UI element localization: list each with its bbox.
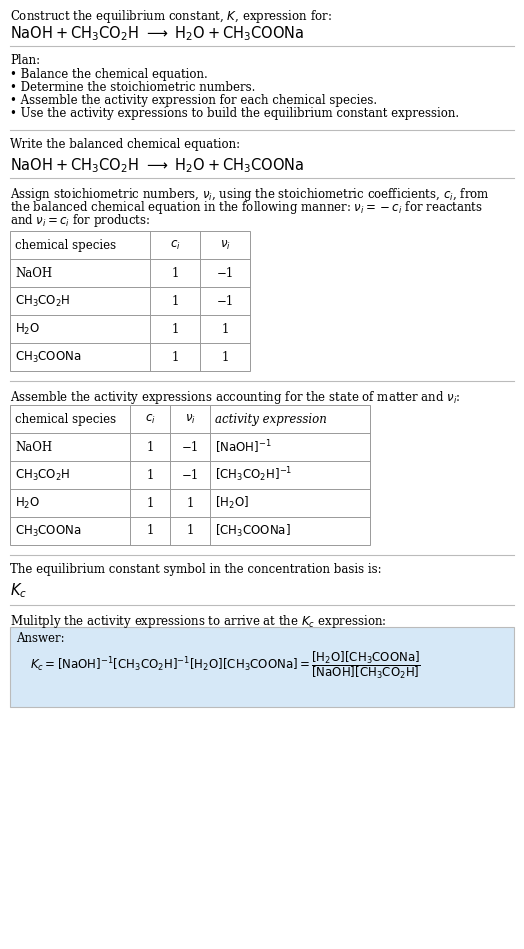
Bar xyxy=(10,405,370,545)
Text: −1: −1 xyxy=(181,469,199,481)
Text: $[\mathrm{CH_3COONa}]$: $[\mathrm{CH_3COONa}]$ xyxy=(215,523,291,539)
Text: activity expression: activity expression xyxy=(215,413,327,425)
FancyBboxPatch shape xyxy=(10,627,514,707)
Text: $\nu_i$: $\nu_i$ xyxy=(220,238,231,251)
Text: $[\mathrm{NaOH}]^{-1}$: $[\mathrm{NaOH}]^{-1}$ xyxy=(215,438,272,456)
Text: $\mathrm{CH_3CO_2H}$: $\mathrm{CH_3CO_2H}$ xyxy=(15,293,71,308)
Bar xyxy=(10,231,250,371)
Text: NaOH: NaOH xyxy=(15,267,52,280)
Text: $[\mathrm{CH_3CO_2H}]^{-1}$: $[\mathrm{CH_3CO_2H}]^{-1}$ xyxy=(215,466,292,484)
Text: Construct the equilibrium constant, $K$, expression for:: Construct the equilibrium constant, $K$,… xyxy=(10,8,332,25)
Text: −1: −1 xyxy=(216,294,234,307)
Text: Answer:: Answer: xyxy=(16,632,64,645)
Text: $\mathrm{CH_3COONa}$: $\mathrm{CH_3COONa}$ xyxy=(15,524,81,538)
Text: $\mathrm{NaOH + CH_3CO_2H \ \longrightarrow \ H_2O + CH_3COONa}$: $\mathrm{NaOH + CH_3CO_2H \ \longrightar… xyxy=(10,156,304,175)
Text: NaOH: NaOH xyxy=(15,440,52,454)
Text: Assign stoichiometric numbers, $\nu_i$, using the stoichiometric coefficients, $: Assign stoichiometric numbers, $\nu_i$, … xyxy=(10,186,489,203)
Text: $\mathrm{H_2O}$: $\mathrm{H_2O}$ xyxy=(15,322,40,337)
Text: $c_i$: $c_i$ xyxy=(170,238,180,251)
Text: $K_c = [\mathrm{NaOH}]^{-1} [\mathrm{CH_3CO_2H}]^{-1} [\mathrm{H_2O}][\mathrm{CH: $K_c = [\mathrm{NaOH}]^{-1} [\mathrm{CH_… xyxy=(30,649,421,680)
Text: chemical species: chemical species xyxy=(15,238,116,251)
Text: 1: 1 xyxy=(146,469,154,481)
Text: −1: −1 xyxy=(216,267,234,280)
Text: $K_c$: $K_c$ xyxy=(10,581,27,600)
Text: Write the balanced chemical equation:: Write the balanced chemical equation: xyxy=(10,138,240,151)
Text: $c_i$: $c_i$ xyxy=(145,413,155,425)
Text: 1: 1 xyxy=(221,323,228,336)
Text: Assemble the activity expressions accounting for the state of matter and $\nu_i$: Assemble the activity expressions accoun… xyxy=(10,389,461,406)
Text: 1: 1 xyxy=(146,496,154,510)
Text: 1: 1 xyxy=(146,440,154,454)
Text: $\mathrm{CH_3CO_2H}$: $\mathrm{CH_3CO_2H}$ xyxy=(15,468,71,482)
Text: 1: 1 xyxy=(171,294,179,307)
Text: $\nu_i$: $\nu_i$ xyxy=(184,413,195,425)
Text: • Use the activity expressions to build the equilibrium constant expression.: • Use the activity expressions to build … xyxy=(10,107,459,120)
Text: • Determine the stoichiometric numbers.: • Determine the stoichiometric numbers. xyxy=(10,81,255,94)
Text: chemical species: chemical species xyxy=(15,413,116,425)
Text: the balanced chemical equation in the following manner: $\nu_i = -c_i$ for react: the balanced chemical equation in the fo… xyxy=(10,199,483,216)
Text: Plan:: Plan: xyxy=(10,54,40,67)
Text: • Assemble the activity expression for each chemical species.: • Assemble the activity expression for e… xyxy=(10,94,377,107)
Text: $\mathrm{H_2O}$: $\mathrm{H_2O}$ xyxy=(15,495,40,511)
Text: 1: 1 xyxy=(171,323,179,336)
Text: and $\nu_i = c_i$ for products:: and $\nu_i = c_i$ for products: xyxy=(10,212,150,229)
Text: 1: 1 xyxy=(146,525,154,537)
Text: The equilibrium constant symbol in the concentration basis is:: The equilibrium constant symbol in the c… xyxy=(10,563,381,576)
Text: 1: 1 xyxy=(171,350,179,363)
Text: 1: 1 xyxy=(171,267,179,280)
Text: • Balance the chemical equation.: • Balance the chemical equation. xyxy=(10,68,208,81)
Text: $\mathrm{CH_3COONa}$: $\mathrm{CH_3COONa}$ xyxy=(15,349,81,364)
Text: Mulitply the activity expressions to arrive at the $K_c$ expression:: Mulitply the activity expressions to arr… xyxy=(10,613,386,630)
Text: 1: 1 xyxy=(221,350,228,363)
Text: 1: 1 xyxy=(187,496,194,510)
Text: 1: 1 xyxy=(187,525,194,537)
Text: $\mathrm{NaOH + CH_3CO_2H \ \longrightarrow \ H_2O + CH_3COONa}$: $\mathrm{NaOH + CH_3CO_2H \ \longrightar… xyxy=(10,24,304,43)
Text: −1: −1 xyxy=(181,440,199,454)
Text: $[\mathrm{H_2O}]$: $[\mathrm{H_2O}]$ xyxy=(215,495,249,512)
